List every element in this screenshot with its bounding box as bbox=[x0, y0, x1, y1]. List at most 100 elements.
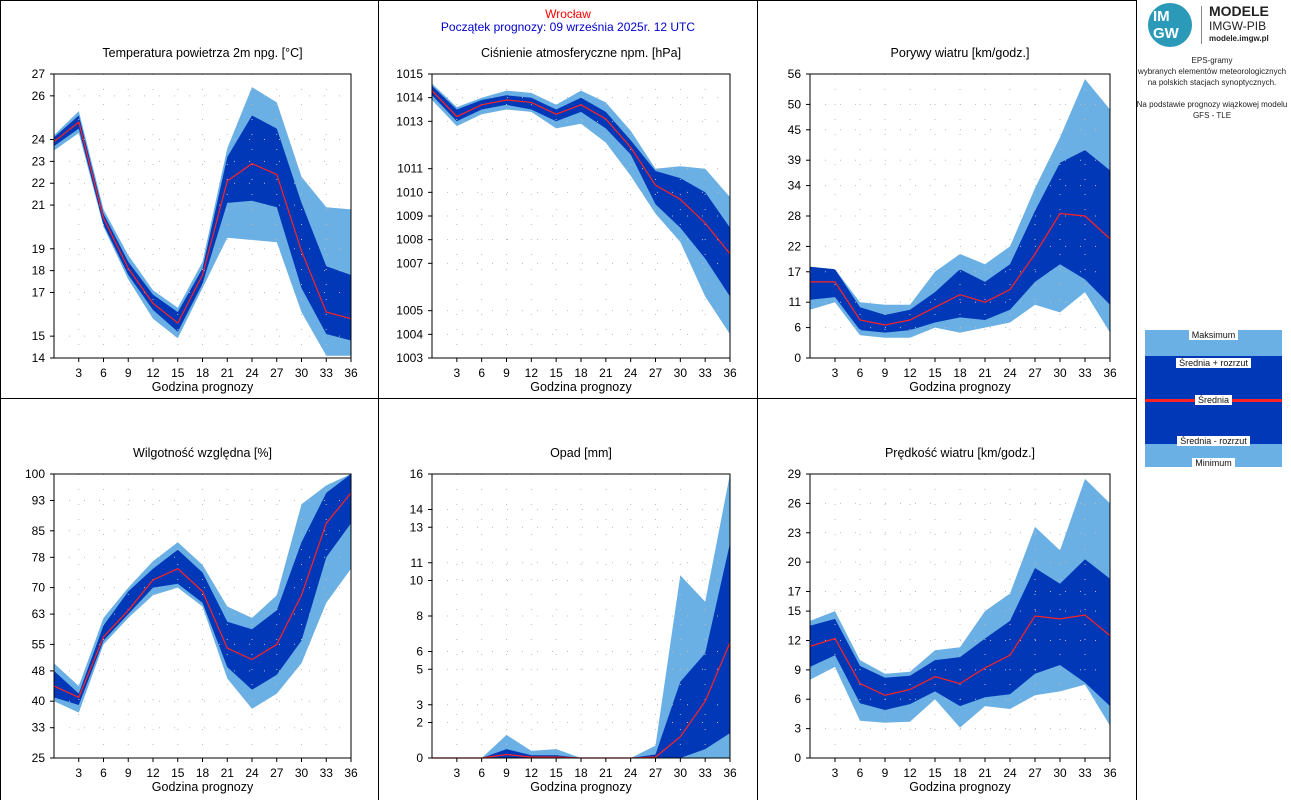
description: EPS-gramy wybranych elementów meteorolog… bbox=[1133, 55, 1291, 121]
y-tick-label: 6 bbox=[794, 692, 801, 706]
y-tick-label: 6 bbox=[794, 321, 801, 335]
inner-band bbox=[810, 559, 1110, 710]
y-tick-label: 21 bbox=[32, 198, 46, 212]
x-tick-label: 27 bbox=[1028, 766, 1042, 780]
legend-mean-plus-label: Średnia + rozrzut bbox=[1145, 358, 1282, 368]
y-tick-label: 50 bbox=[788, 97, 802, 111]
x-tick-label: 24 bbox=[245, 366, 259, 380]
x-axis-label: Godzina prognozy bbox=[530, 380, 632, 394]
x-tick-label: 12 bbox=[146, 366, 160, 380]
x-axis-label: Godzina prognozy bbox=[909, 780, 1011, 794]
x-tick-label: 15 bbox=[928, 766, 942, 780]
x-tick-label: 9 bbox=[882, 366, 889, 380]
y-tick-label: 33 bbox=[32, 721, 46, 735]
logo-mark-bottom: GW bbox=[1153, 25, 1179, 42]
x-tick-label: 24 bbox=[245, 766, 259, 780]
y-tick-label: 8 bbox=[416, 609, 423, 623]
x-tick-label: 36 bbox=[723, 766, 737, 780]
x-tick-label: 36 bbox=[1103, 366, 1117, 380]
x-tick-label: 21 bbox=[599, 766, 613, 780]
x-tick-label: 3 bbox=[832, 766, 839, 780]
x-tick-label: 33 bbox=[320, 766, 334, 780]
y-tick-label: 28 bbox=[788, 209, 802, 223]
imgw-logo[interactable]: IM GW MODELE IMGW-PIB modele.imgw.pl bbox=[1143, 0, 1291, 50]
description-line: EPS-gramy bbox=[1191, 56, 1233, 65]
legend-min-label: Minimum bbox=[1145, 458, 1282, 468]
x-tick-label: 24 bbox=[1003, 766, 1017, 780]
chart-title: Ciśnienie atmosferyczne npm. [hPa] bbox=[481, 46, 681, 60]
x-tick-label: 3 bbox=[453, 766, 460, 780]
x-tick-label: 18 bbox=[196, 766, 210, 780]
x-tick-label: 36 bbox=[344, 766, 358, 780]
x-tick-label: 6 bbox=[478, 366, 485, 380]
x-tick-label: 12 bbox=[146, 766, 160, 780]
chart-title: Temperatura powietrza 2m npg. [°C] bbox=[102, 46, 302, 60]
y-tick-label: 1013 bbox=[396, 114, 423, 128]
inner-band bbox=[432, 543, 730, 758]
legend-mean-label: Średnia bbox=[1145, 395, 1282, 405]
x-tick-label: 15 bbox=[171, 766, 185, 780]
x-tick-label: 21 bbox=[599, 366, 613, 380]
x-tick-label: 24 bbox=[624, 366, 638, 380]
y-tick-label: 93 bbox=[32, 494, 46, 508]
x-tick-label: 18 bbox=[953, 766, 967, 780]
y-tick-label: 24 bbox=[32, 133, 46, 147]
x-tick-label: 12 bbox=[525, 766, 539, 780]
x-tick-label: 18 bbox=[574, 366, 588, 380]
x-tick-label: 21 bbox=[221, 366, 235, 380]
y-tick-label: 12 bbox=[788, 633, 802, 647]
chart-panel-2: 1003 1004 1005 1007 1008 1009 1010 1011 1013 1014… bbox=[396, 46, 737, 394]
y-tick-label: 100 bbox=[25, 467, 45, 481]
y-tick-label: 55 bbox=[32, 637, 46, 651]
x-tick-label: 15 bbox=[549, 366, 563, 380]
logo-url[interactable]: modele.imgw.pl bbox=[1209, 34, 1269, 43]
x-tick-label: 36 bbox=[723, 366, 737, 380]
y-tick-label: 22 bbox=[788, 239, 802, 253]
y-tick-label: 1014 bbox=[396, 91, 423, 105]
description-spacer bbox=[1133, 88, 1291, 99]
logo-divider bbox=[1201, 6, 1202, 44]
x-tick-label: 30 bbox=[1053, 366, 1067, 380]
y-tick-label: 26 bbox=[788, 496, 802, 510]
y-tick-label: 1010 bbox=[396, 185, 423, 199]
y-tick-label: 9 bbox=[794, 663, 801, 677]
description-line: Na podstawie prognozy wiązkowej modelu bbox=[1136, 100, 1288, 109]
x-tick-label: 3 bbox=[75, 766, 82, 780]
y-tick-label: 45 bbox=[788, 123, 802, 137]
x-tick-label: 9 bbox=[125, 766, 132, 780]
y-tick-label: 14 bbox=[32, 351, 46, 365]
description-line: na polskich stacjach synoptycznych. bbox=[1147, 78, 1277, 87]
x-tick-label: 27 bbox=[270, 366, 284, 380]
imgw-emblem-icon bbox=[1148, 3, 1192, 47]
y-tick-label: 17 bbox=[788, 265, 802, 279]
y-tick-label: 22 bbox=[32, 176, 46, 190]
y-tick-label: 23 bbox=[788, 526, 802, 540]
x-tick-label: 30 bbox=[674, 366, 688, 380]
x-tick-label: 9 bbox=[882, 766, 889, 780]
x-tick-label: 6 bbox=[478, 766, 485, 780]
inner-band bbox=[432, 85, 730, 297]
x-tick-label: 21 bbox=[978, 366, 992, 380]
mean-line bbox=[53, 492, 352, 699]
inner-band bbox=[54, 115, 351, 341]
x-tick-label: 27 bbox=[649, 366, 663, 380]
y-tick-label: 1008 bbox=[396, 233, 423, 247]
x-tick-label: 21 bbox=[978, 766, 992, 780]
x-tick-label: 33 bbox=[320, 366, 334, 380]
inner-band bbox=[54, 474, 351, 705]
x-tick-label: 33 bbox=[1078, 366, 1092, 380]
y-tick-label: 0 bbox=[794, 351, 801, 365]
x-tick-label: 6 bbox=[100, 766, 107, 780]
y-tick-label: 40 bbox=[32, 694, 46, 708]
y-tick-label: 0 bbox=[794, 751, 801, 765]
y-tick-label: 10 bbox=[410, 574, 424, 588]
x-tick-label: 12 bbox=[525, 366, 539, 380]
y-tick-label: 39 bbox=[788, 153, 802, 167]
x-tick-label: 3 bbox=[75, 366, 82, 380]
x-tick-label: 27 bbox=[270, 766, 284, 780]
description-line: GFS - TLE bbox=[1192, 111, 1232, 120]
